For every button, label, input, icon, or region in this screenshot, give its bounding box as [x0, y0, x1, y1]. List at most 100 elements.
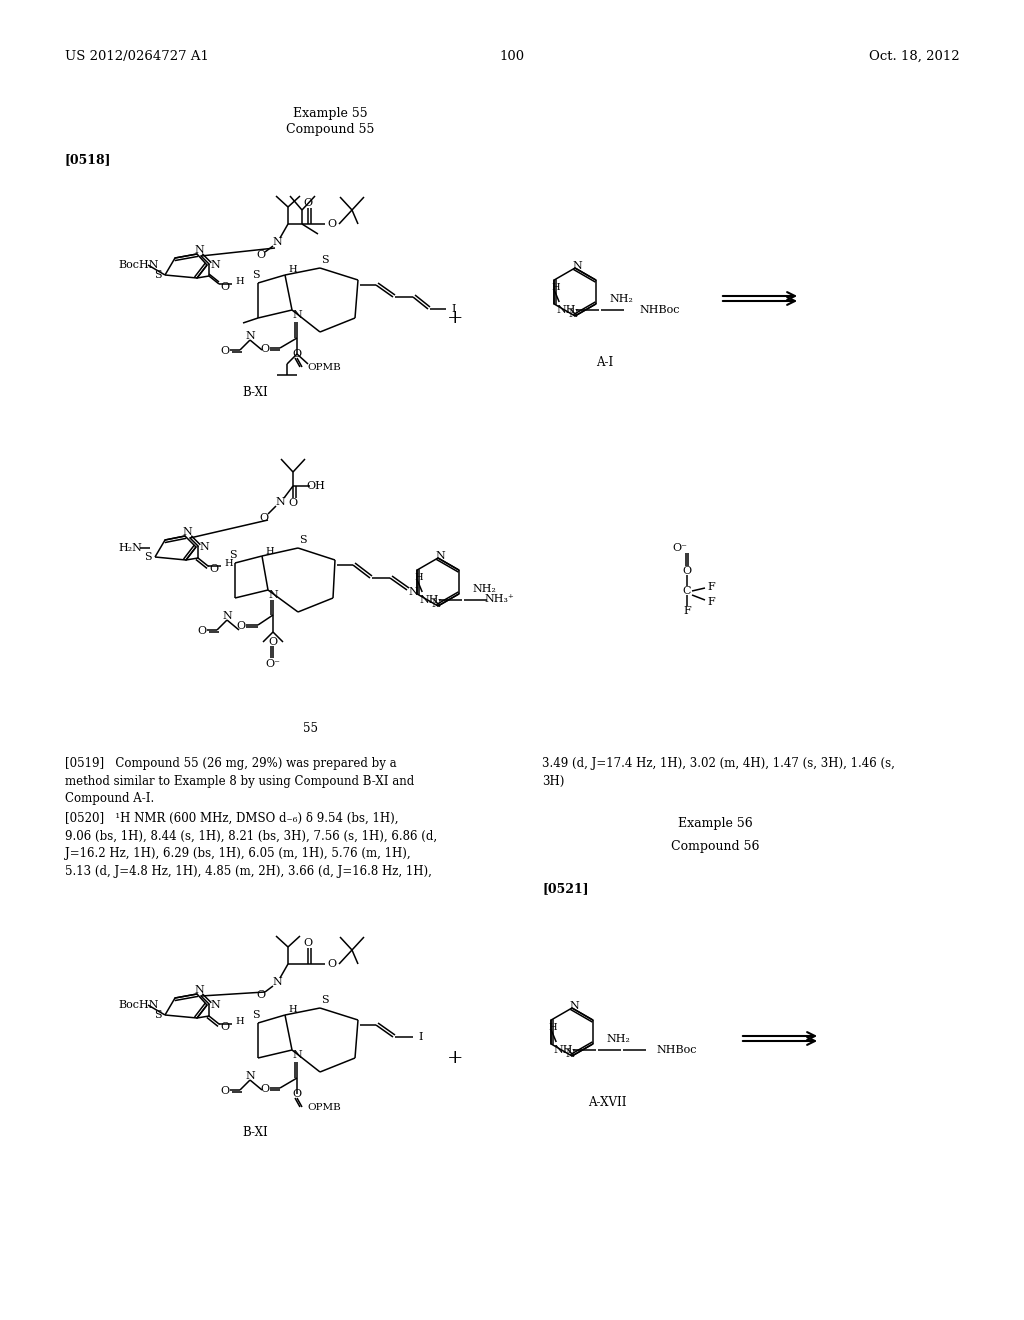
Text: OPMB: OPMB: [307, 363, 341, 371]
Text: O⁻: O⁻: [265, 659, 281, 669]
Text: S: S: [229, 550, 237, 560]
Text: F: F: [683, 606, 691, 616]
Text: N: N: [245, 1071, 255, 1081]
Text: Oct. 18, 2012: Oct. 18, 2012: [869, 50, 961, 63]
Text: [0521]: [0521]: [542, 882, 589, 895]
Text: F: F: [708, 582, 715, 591]
Text: O: O: [220, 1022, 229, 1032]
Text: [0520]   ¹H NMR (600 MHz, DMSO d₋₆) δ 9.54 (bs, 1H),
9.06 (bs, 1H), 8.44 (s, 1H): [0520] ¹H NMR (600 MHz, DMSO d₋₆) δ 9.54…: [65, 812, 437, 878]
Text: O: O: [328, 960, 337, 969]
Text: O: O: [289, 498, 298, 508]
Text: B-XI: B-XI: [242, 385, 268, 399]
Text: NH: NH: [556, 305, 575, 315]
Text: O: O: [237, 620, 246, 631]
Text: Compound 55: Compound 55: [286, 123, 374, 136]
Text: H: H: [552, 284, 560, 293]
Text: S: S: [252, 1010, 260, 1020]
Text: O: O: [293, 1089, 301, 1100]
Text: O: O: [303, 939, 312, 948]
Text: N: N: [210, 1001, 220, 1010]
Text: NH₃⁺: NH₃⁺: [484, 594, 514, 605]
Text: S: S: [322, 255, 329, 265]
Text: O: O: [220, 346, 229, 356]
Text: O: O: [198, 626, 207, 636]
Text: O: O: [260, 345, 269, 354]
Text: [0519]   Compound 55 (26 mg, 29%) was prepared by a
method similar to Example 8 : [0519] Compound 55 (26 mg, 29%) was prep…: [65, 756, 415, 805]
Text: +: +: [446, 309, 463, 327]
Text: N: N: [268, 590, 278, 601]
Text: NH: NH: [420, 595, 439, 605]
Text: N: N: [568, 309, 578, 319]
Text: H: H: [289, 1006, 297, 1015]
Text: N: N: [572, 261, 582, 271]
Text: Example 55: Example 55: [293, 107, 368, 120]
Text: OH: OH: [306, 480, 326, 491]
Text: N: N: [272, 977, 282, 987]
Text: H: H: [265, 546, 274, 556]
Text: N: N: [565, 1049, 574, 1059]
Text: H: H: [236, 1018, 245, 1027]
Text: NH₂: NH₂: [609, 294, 634, 304]
Text: N: N: [292, 1049, 302, 1060]
Text: N: N: [199, 543, 209, 552]
Text: +: +: [446, 1049, 463, 1067]
Text: N: N: [275, 498, 285, 507]
Text: S: S: [144, 552, 152, 562]
Text: N: N: [195, 985, 204, 995]
Text: N: N: [210, 260, 220, 271]
Text: BocHN: BocHN: [118, 1001, 159, 1010]
Text: I: I: [419, 1032, 423, 1041]
Text: N: N: [222, 611, 231, 620]
Text: O: O: [220, 1086, 229, 1096]
Text: NH₂: NH₂: [607, 1034, 631, 1044]
Text: N: N: [435, 550, 444, 561]
Text: F: F: [708, 597, 715, 607]
Text: NH₂: NH₂: [473, 583, 497, 594]
Text: O: O: [268, 638, 278, 647]
Text: H: H: [289, 265, 297, 275]
Text: O: O: [682, 566, 691, 576]
Text: NH: NH: [553, 1045, 573, 1055]
Text: O: O: [259, 513, 268, 523]
Text: S: S: [299, 535, 307, 545]
Text: 3.49 (d, J=17.4 Hz, 1H), 3.02 (m, 4H), 1.47 (s, 3H), 1.46 (s,
3H): 3.49 (d, J=17.4 Hz, 1H), 3.02 (m, 4H), 1…: [542, 756, 895, 788]
Text: O: O: [256, 990, 265, 1001]
Text: N: N: [182, 527, 191, 537]
Text: H: H: [415, 573, 424, 582]
Text: Example 56: Example 56: [678, 817, 753, 830]
Text: H₂N: H₂N: [118, 543, 142, 553]
Text: Compound 56: Compound 56: [671, 840, 759, 853]
Text: US 2012/0264727 A1: US 2012/0264727 A1: [65, 50, 209, 63]
Text: O: O: [303, 198, 312, 209]
Text: N: N: [409, 587, 418, 597]
Text: BocHN: BocHN: [118, 260, 159, 271]
Text: H: H: [224, 560, 233, 569]
Text: N: N: [245, 331, 255, 341]
Text: [0518]: [0518]: [65, 153, 112, 166]
Text: NHBoc: NHBoc: [656, 1045, 696, 1055]
Text: O: O: [293, 348, 301, 359]
Text: O: O: [220, 282, 229, 292]
Text: 100: 100: [500, 50, 524, 63]
Text: N: N: [431, 599, 441, 609]
Text: O: O: [256, 249, 265, 260]
Text: S: S: [155, 271, 162, 280]
Text: S: S: [252, 271, 260, 280]
Text: S: S: [322, 995, 329, 1005]
Text: S: S: [155, 1010, 162, 1020]
Text: O: O: [260, 1084, 269, 1094]
Text: I: I: [452, 304, 457, 314]
Text: C: C: [683, 586, 691, 597]
Text: O: O: [210, 564, 218, 574]
Text: B-XI: B-XI: [242, 1126, 268, 1138]
Text: 55: 55: [302, 722, 317, 734]
Text: N: N: [292, 310, 302, 319]
Text: H: H: [549, 1023, 557, 1032]
Text: A-XVII: A-XVII: [588, 1097, 627, 1110]
Text: O: O: [328, 219, 337, 228]
Text: A-I: A-I: [596, 356, 613, 370]
Text: H: H: [236, 277, 245, 286]
Text: OPMB: OPMB: [307, 1102, 341, 1111]
Text: O⁻: O⁻: [673, 543, 687, 553]
Text: NHBoc: NHBoc: [639, 305, 680, 315]
